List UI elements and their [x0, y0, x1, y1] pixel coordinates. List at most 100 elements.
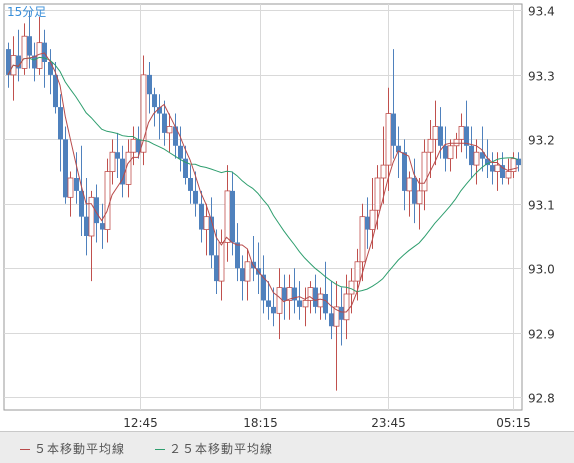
candle-body: [480, 152, 485, 159]
candle-body: [276, 287, 283, 314]
legend-ma25-line: [155, 449, 165, 450]
candle-body: [490, 165, 495, 172]
y-tick-label: 93.3: [528, 70, 555, 84]
candle-body: [271, 306, 276, 314]
candle-body: [79, 190, 84, 217]
candle-body: [348, 280, 355, 295]
ma5-line: [7, 52, 519, 313]
candle-body: [282, 287, 287, 301]
candle-body: [380, 164, 387, 179]
candle-body: [224, 190, 231, 243]
candle-body: [469, 145, 474, 166]
candle-body: [391, 113, 396, 146]
candle-body: [140, 74, 147, 153]
candle-body: [27, 36, 32, 56]
candle-body: [416, 190, 423, 205]
candle-body: [218, 242, 225, 282]
candle-body: [374, 177, 381, 211]
y-tick-label: 93.0: [528, 263, 555, 277]
candle-body: [136, 139, 141, 153]
candle-body: [53, 74, 58, 108]
candle-body: [317, 293, 324, 308]
legend-bar: ５本移動平均線 ２５本移動平均線: [0, 431, 574, 463]
candle-body: [329, 313, 334, 327]
candle-body: [58, 107, 63, 140]
candle-body: [458, 126, 465, 140]
candle-body: [100, 223, 105, 230]
candle-body: [406, 177, 413, 192]
candle-body: [453, 138, 460, 147]
candle-body: [385, 113, 392, 166]
x-tick-label: 12:45: [123, 416, 158, 430]
candle-body: [42, 42, 47, 62]
candle-body: [88, 196, 95, 237]
ma25-line: [7, 56, 519, 293]
candle-body: [147, 74, 152, 95]
candle-body: [297, 300, 302, 307]
candle-body: [157, 107, 162, 114]
candle-body: [302, 300, 309, 308]
y-tick-label: 93.1: [528, 199, 555, 213]
candle-body: [48, 62, 53, 75]
candle-body: [63, 139, 68, 198]
candle-body: [214, 255, 219, 282]
candle-body: [104, 171, 111, 230]
candle-body: [432, 126, 439, 140]
candle-body: [120, 158, 125, 185]
candle-body: [193, 190, 198, 204]
candle-body: [152, 94, 157, 108]
candle-body: [235, 242, 240, 269]
legend-ma25: ２５本移動平均線: [155, 440, 273, 457]
candle-body: [447, 145, 454, 160]
legend-ma5: ５本移動平均線: [20, 440, 125, 457]
candle-body: [359, 216, 366, 263]
candle-body: [473, 151, 480, 166]
candle-body: [209, 216, 214, 256]
candle-body: [94, 197, 99, 224]
candle-body: [67, 177, 74, 198]
y-tick-label: 93.4: [528, 5, 555, 19]
candle-body: [494, 164, 501, 172]
candle-body: [36, 42, 43, 69]
legend-ma5-line: [20, 449, 30, 450]
candle-body: [84, 216, 89, 236]
candle-body: [339, 306, 344, 320]
legend-ma5-label: ５本移動平均線: [34, 442, 126, 456]
candle-body: [230, 190, 235, 243]
candle-body: [438, 126, 443, 146]
candle-body: [16, 55, 21, 69]
candle-body: [162, 113, 167, 133]
price-chart: 92.8 92.9 93.0 93.1 93.2 93.3 93.4 12:45 18:15 23…: [3, 3, 555, 430]
candle-body: [365, 216, 370, 230]
candle-body: [343, 293, 350, 321]
y-tick-label: 92.9: [528, 328, 555, 342]
candle-body: [188, 178, 193, 191]
candle-body: [166, 126, 173, 134]
candle-body: [6, 49, 11, 75]
candle-body: [516, 158, 521, 166]
candle-body: [74, 178, 79, 191]
y-tick-label: 92.8: [528, 392, 555, 406]
candle-body: [32, 55, 37, 69]
candle-body: [412, 178, 417, 204]
candle-body: [313, 287, 318, 307]
candle-body: [266, 300, 271, 307]
candle-body: [173, 126, 178, 146]
y-tick-label: 93.2: [528, 134, 555, 148]
candle-body: [203, 216, 210, 230]
x-tick-label: 05:15: [496, 416, 531, 430]
candle-body: [125, 151, 132, 185]
candle-body: [369, 209, 376, 230]
candle-body: [130, 138, 137, 153]
candle-body: [261, 274, 266, 301]
candle-body: [443, 145, 448, 159]
candle-body: [485, 158, 490, 166]
x-tick-label: 23:45: [371, 416, 406, 430]
candle-body: [115, 152, 120, 159]
candle-body: [244, 261, 251, 282]
candle-body: [396, 145, 401, 153]
candle-body: [240, 268, 245, 282]
candle-body: [199, 203, 204, 230]
candle-body: [421, 151, 428, 192]
candle-body: [500, 165, 505, 178]
